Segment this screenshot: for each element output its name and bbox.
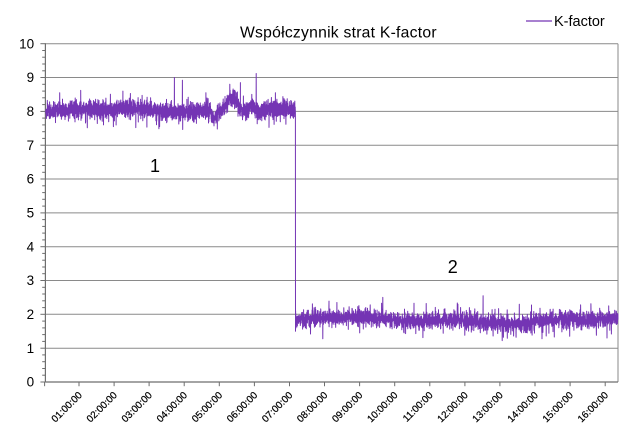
svg-text:10: 10: [19, 36, 34, 51]
svg-text:9: 9: [27, 70, 35, 85]
svg-text:3: 3: [27, 273, 35, 288]
svg-text:7: 7: [27, 138, 35, 153]
svg-text:4: 4: [27, 239, 35, 254]
svg-text:2: 2: [448, 257, 458, 277]
svg-text:K-factor: K-factor: [554, 14, 605, 30]
svg-text:Współczynnik strat K-factor: Współczynnik strat K-factor: [240, 25, 437, 42]
svg-text:1: 1: [150, 156, 160, 176]
svg-text:8: 8: [27, 104, 35, 119]
svg-text:5: 5: [27, 206, 35, 221]
svg-text:6: 6: [27, 172, 35, 187]
svg-text:2: 2: [27, 307, 35, 322]
svg-text:1: 1: [27, 341, 35, 356]
svg-text:0: 0: [27, 375, 35, 390]
